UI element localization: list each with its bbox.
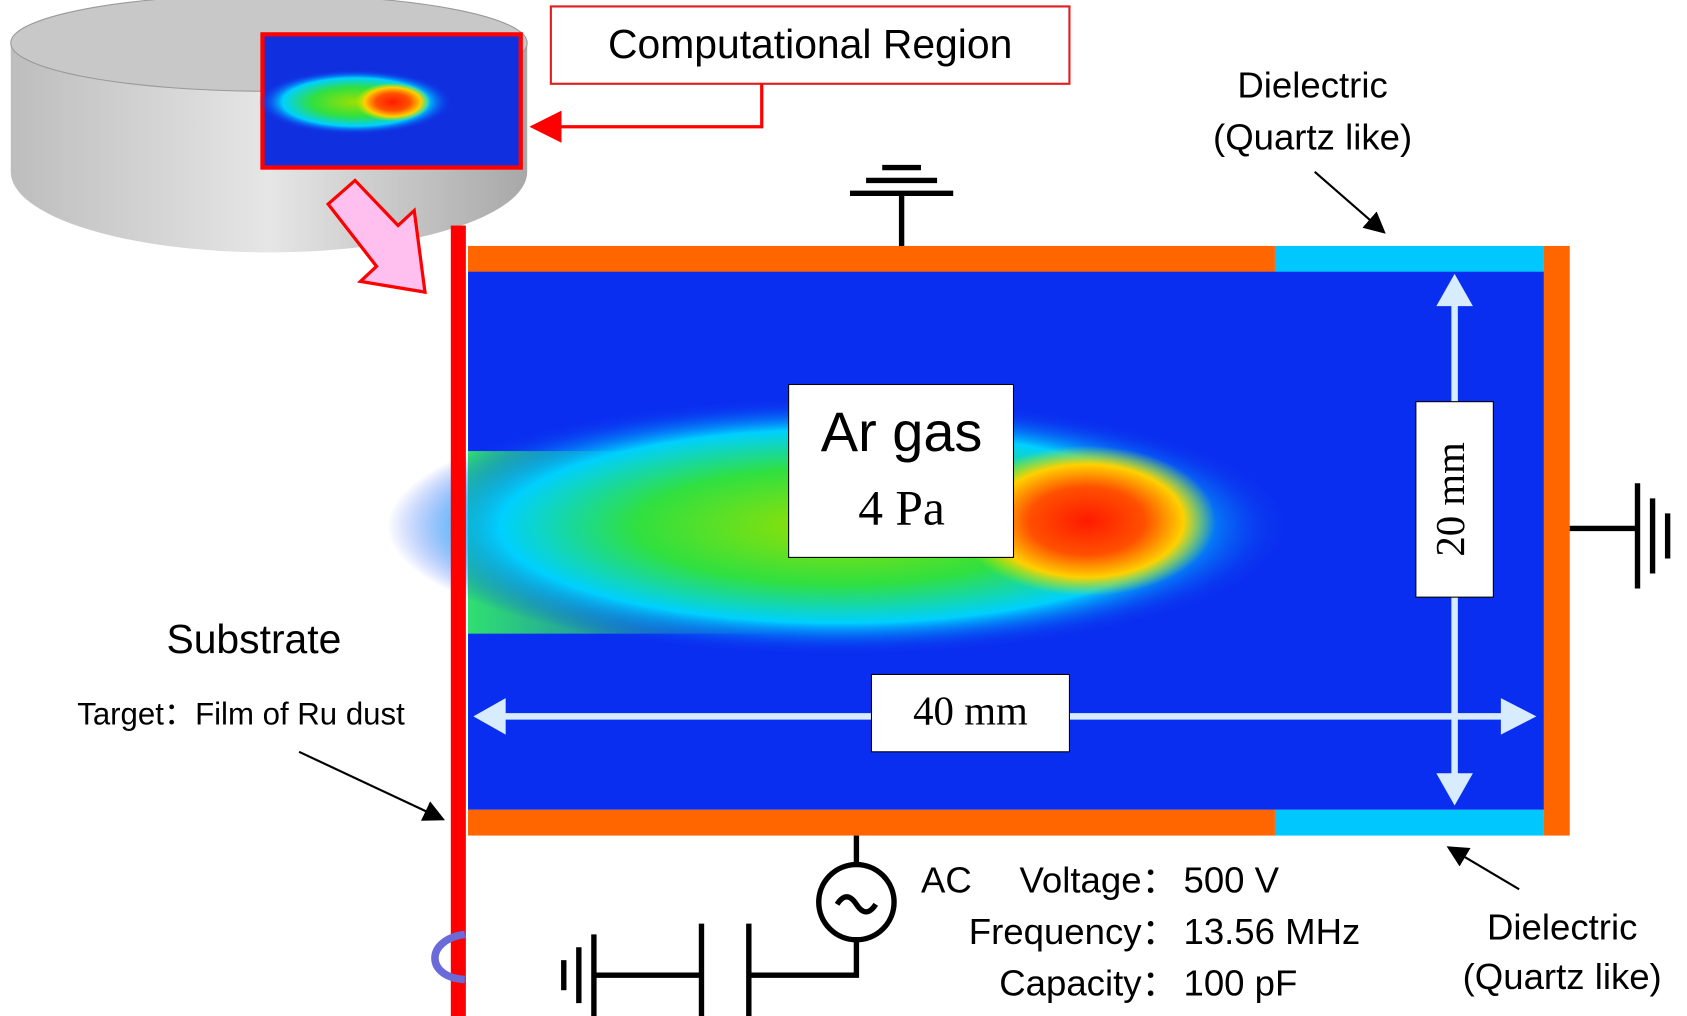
pointer [299,752,441,819]
width-label: 40 mm [913,689,1028,734]
region-label: Computational Region [608,21,1012,67]
electrode-right [1544,246,1570,836]
dielectric-bottom-label: Dielectric [1487,907,1637,948]
electrode-top [468,246,1275,272]
pointer [1450,848,1519,889]
source-type: AC [921,860,972,901]
electrode-bottom [468,810,1275,836]
gas-name: Ar gas [821,400,983,463]
dielectric-top-label: (Quartz like) [1213,116,1412,157]
region-pointer [536,84,762,127]
substrate-title: Substrate [166,616,341,662]
dielectric-top-label: Dielectric [1237,65,1387,106]
param-name: Voltage： [1020,860,1179,901]
dielectric-top [1275,246,1544,272]
param-value: 13.56 MHz [1183,911,1360,952]
substrate-target: Target：Film of Ru dust [77,697,405,732]
ac-circuit [564,836,894,1016]
param-name: Frequency： [969,911,1178,952]
dielectric-bottom [1275,810,1544,836]
param-name: Capacity： [999,963,1178,1004]
pointer [1315,172,1383,231]
dielectric-bottom-label: (Quartz like) [1463,956,1662,997]
ground-right [1570,483,1668,588]
page: {"region_label": "Computational Region",… [0,0,1687,1016]
substrate-bar [451,226,466,1016]
param-value: 100 pF [1183,963,1297,1004]
gas-pressure: 4 Pa [858,481,945,536]
diagram: Computational Region 20 mm 40 mm Ar gas [0,0,1687,1016]
ground-top [850,168,953,246]
thumb-core [355,83,430,122]
param-value: 500 V [1183,860,1279,901]
height-label: 20 mm [1428,442,1473,557]
